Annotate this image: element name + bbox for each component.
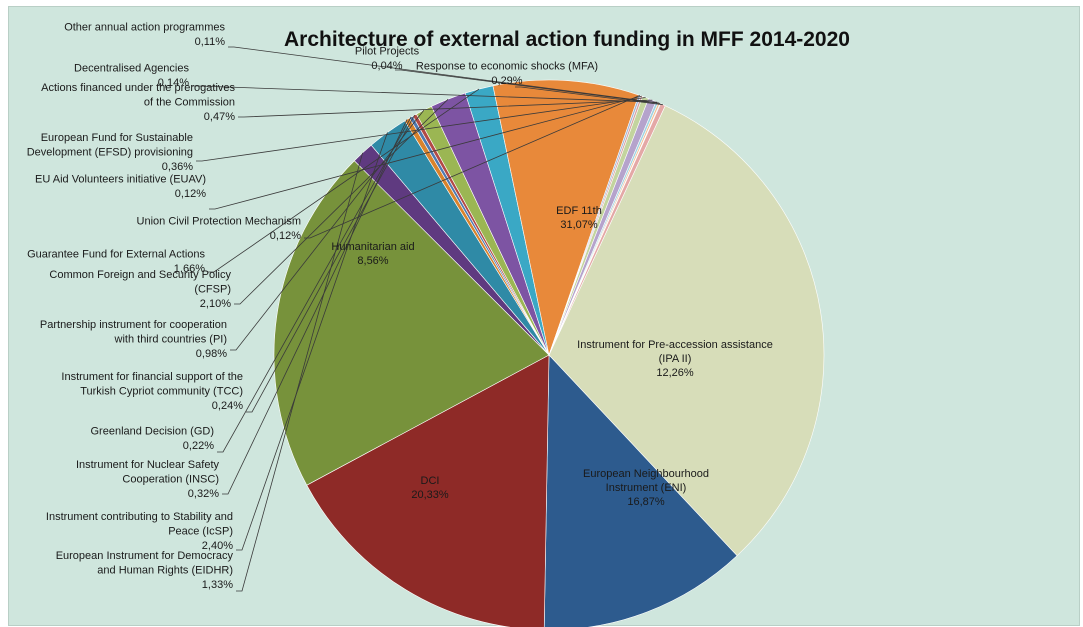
- leader-line: [246, 114, 415, 413]
- label-union-civil-protection-mechanism: Union Civil Protection Mechanism 0,12%: [137, 216, 302, 243]
- label-instrument-for-financial-support-of-the-turkish-cypriot-community-tcc: Instrument for financial support of the T…: [61, 371, 243, 412]
- slice-dci: [273, 160, 550, 486]
- label-dci: DCI 20,33%: [411, 475, 449, 501]
- leader-line: [234, 98, 449, 305]
- label-pilot-projects: Pilot Projects 0,04%: [355, 46, 420, 73]
- leader-line: [515, 86, 663, 106]
- leader-line: [208, 88, 480, 273]
- label-partnership-instrument-for-cooperation-with-third-countries-pi: Partnership instrument for cooperation wi…: [40, 319, 227, 360]
- slice-humanitarian-aid: [492, 79, 640, 357]
- label-eu-aid-volunteers-initiative-euav: EU Aid Volunteers initiative (EUAV) 0,12%: [35, 174, 206, 201]
- label-instrument-for-pre-accession-assistance-ipa-ii: Instrument for Pre-accession assistance(…: [577, 339, 773, 379]
- label-european-instrument-for-democracy-and-human-rights-eidhr: European Instrument for Democracy and Hum…: [56, 550, 234, 591]
- label-other-annual-action-programmes: Other annual action programmes 0,11%: [64, 22, 225, 49]
- label-edf-11th: EDF 11th 31,07%: [556, 205, 602, 231]
- leader-line: [192, 85, 658, 103]
- chart-area: Architecture of external action funding …: [8, 6, 1080, 627]
- label-instrument-for-nuclear-safety-cooperation-insc: Instrument for Nuclear Safety Cooperation…: [76, 459, 220, 500]
- leader-line: [236, 132, 388, 551]
- label-european-fund-for-sustainable-development-efsd-provisioning: European Fund for Sustainable Development…: [27, 132, 194, 173]
- slice-edf-11th: [548, 105, 825, 557]
- leader-line: [217, 116, 412, 453]
- label-instrument-contributing-to-stability-and-peace-icsp: Instrument contributing to Stability and…: [46, 511, 233, 552]
- slice-instrument-for-pre-accession-assistance-ipa-ii: [543, 354, 738, 627]
- pie-chart: Architecture of external action funding …: [27, 22, 850, 627]
- leader-line: [222, 119, 408, 495]
- label-humanitarian-aid: Humanitarian aid 8,56%: [331, 241, 414, 267]
- leader-line: [230, 109, 425, 351]
- slice-european-neighbourhood-instrument-eni: [306, 354, 550, 627]
- label-guarantee-fund-for-external-actions: Guarantee Fund for External Actions 1,66%: [27, 249, 205, 276]
- chart-title: Architecture of external action funding …: [284, 28, 850, 51]
- leader-line: [209, 95, 642, 210]
- label-greenland-decision-gd: Greenland Decision (GD) 0,22%: [91, 426, 215, 453]
- label-common-foreign-and-security-policy-cfsp: Common Foreign and Security Policy (CFSP)…: [49, 269, 231, 310]
- leader-line: [196, 97, 646, 162]
- leader-line: [228, 46, 660, 104]
- leader-line: [236, 152, 363, 592]
- leader-line: [395, 69, 661, 104]
- leader-line: [304, 95, 640, 239]
- leader-line: [238, 99, 653, 118]
- label-european-neighbourhood-instrument-eni: European Neighbourhood Instrument (ENI) 16…: [583, 468, 709, 508]
- slice-response-to-economic-shocks-mfa: [548, 103, 666, 356]
- label-response-to-economic-shocks-mfa: Response to economic shocks (MFA) 0,29%: [416, 61, 598, 88]
- label-actions-financed-under-the-prerogatives-of-the-commission: Actions financed under the prerogatives o…: [41, 82, 235, 123]
- label-decentralised-agencies: Decentralised Agencies 0,14%: [74, 63, 189, 90]
